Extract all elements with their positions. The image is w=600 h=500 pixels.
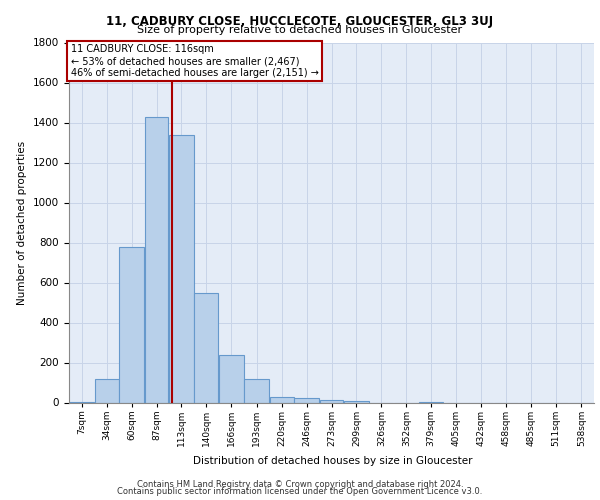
Bar — [344, 400, 369, 402]
Bar — [95, 378, 119, 402]
Bar — [244, 378, 269, 402]
Text: 11, CADBURY CLOSE, HUCCLECOTE, GLOUCESTER, GL3 3UJ: 11, CADBURY CLOSE, HUCCLECOTE, GLOUCESTE… — [106, 14, 494, 28]
Text: Size of property relative to detached houses in Gloucester: Size of property relative to detached ho… — [137, 25, 463, 35]
Bar — [119, 246, 144, 402]
Bar — [219, 354, 244, 403]
Bar — [169, 134, 194, 402]
Y-axis label: Number of detached properties: Number of detached properties — [17, 140, 28, 304]
Text: Distribution of detached houses by size in Gloucester: Distribution of detached houses by size … — [193, 456, 473, 466]
Bar — [294, 398, 319, 402]
Bar — [194, 292, 218, 403]
Bar — [145, 116, 169, 403]
Text: Contains HM Land Registry data © Crown copyright and database right 2024.: Contains HM Land Registry data © Crown c… — [137, 480, 463, 489]
Bar — [269, 396, 293, 402]
Bar — [320, 400, 343, 402]
Text: 11 CADBURY CLOSE: 116sqm
← 53% of detached houses are smaller (2,467)
46% of sem: 11 CADBURY CLOSE: 116sqm ← 53% of detach… — [71, 44, 319, 78]
Text: Contains public sector information licensed under the Open Government Licence v3: Contains public sector information licen… — [118, 487, 482, 496]
